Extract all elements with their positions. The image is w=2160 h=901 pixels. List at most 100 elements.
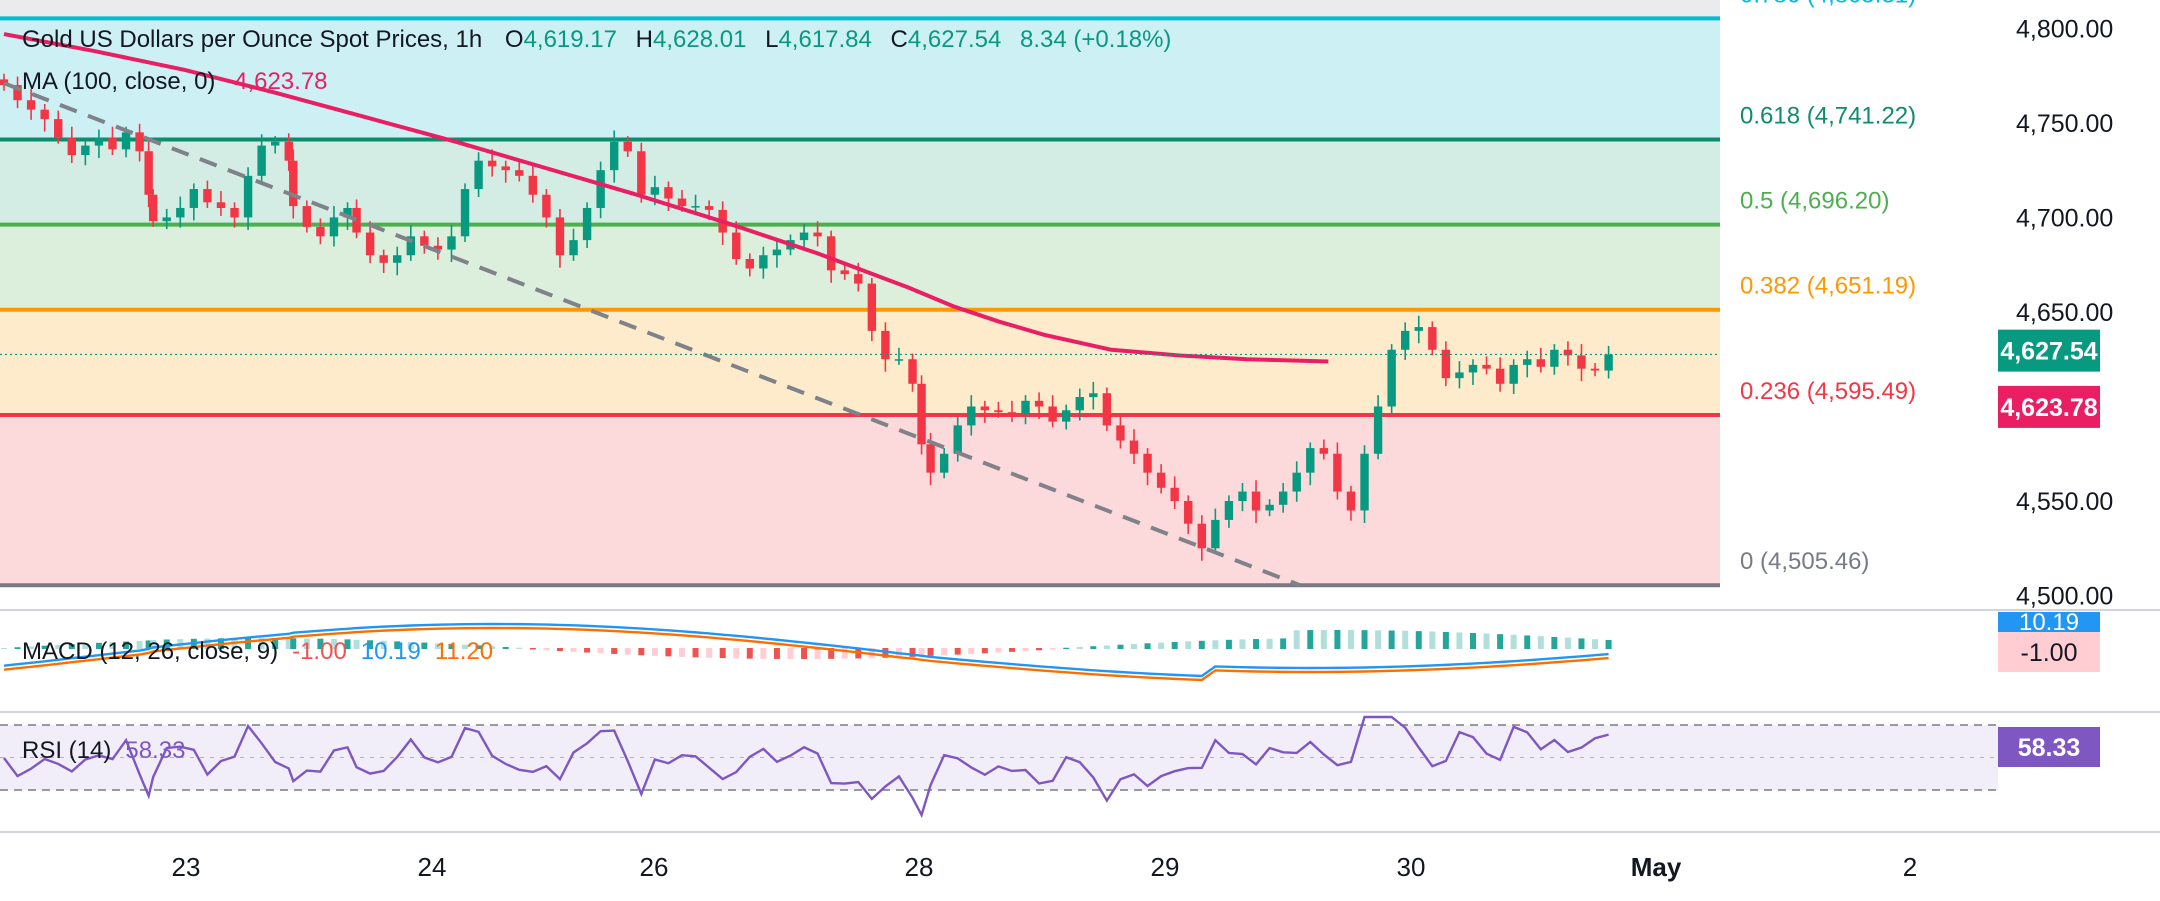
candle-body	[1319, 448, 1329, 454]
candle-body	[1251, 491, 1261, 511]
fib-label-1: 0.618 (4,741.22)	[1740, 102, 1916, 129]
macd-hist-bar	[1578, 638, 1585, 649]
x-tick-label: 28	[905, 852, 934, 882]
macd-badge-bg	[1998, 612, 2100, 632]
candle-body	[302, 206, 312, 227]
candle-body	[759, 255, 768, 269]
macd-hist-bar	[814, 648, 821, 659]
candle-body	[460, 189, 470, 237]
macd-hist-bar	[733, 648, 740, 659]
candle-body	[582, 207, 592, 241]
candle-body	[1021, 400, 1030, 415]
candle-body	[121, 132, 131, 150]
candle-body	[1170, 487, 1179, 502]
macd-hist-bar	[638, 648, 645, 656]
macd-hist-bar	[1361, 630, 1368, 649]
candle-body	[994, 410, 1003, 413]
price-badge-close-bg	[1998, 329, 2100, 372]
y-tick-label: 4,650.00	[2016, 299, 2113, 327]
macd-hist-bar	[1456, 632, 1463, 649]
macd-hist-bar	[1022, 648, 1029, 652]
candle-body	[1590, 368, 1600, 371]
candle-body	[1373, 406, 1383, 454]
candle-body	[1523, 359, 1532, 365]
candle-body	[953, 425, 962, 454]
macd-hist-bar	[570, 648, 577, 652]
candle-body	[1075, 397, 1084, 411]
macd-value: 10.19	[361, 638, 421, 665]
macd-hist-bar	[1, 648, 7, 649]
macd-hist-bar	[1076, 646, 1083, 649]
macd-hist-badge-bg	[1998, 632, 2100, 672]
macd-hist-bar	[475, 645, 482, 649]
candle-body	[1536, 359, 1545, 367]
ohlc-close: 4,627.54	[908, 26, 1001, 53]
candle-body	[1102, 393, 1112, 426]
macd-hist-bar	[1185, 641, 1192, 649]
candle-body	[406, 236, 415, 256]
macd-hist-bar	[1334, 630, 1341, 649]
macd-hist-bar	[1375, 630, 1382, 649]
macd-hist-bar	[1198, 640, 1205, 649]
candle-body	[1034, 400, 1044, 407]
macd-hist-bar	[367, 640, 374, 649]
candle-body	[677, 198, 687, 207]
fib-zone-top	[0, 0, 1720, 19]
macd-hist-bar	[1497, 634, 1504, 649]
candle-body	[664, 187, 673, 199]
ohlc-change: 8.34 (+0.18%)	[1020, 26, 1171, 53]
candle-body	[1184, 501, 1193, 524]
candle-body	[176, 207, 185, 218]
macd-hist-bar	[1103, 645, 1110, 649]
candle-body	[0, 79, 9, 86]
macd-hist-bar	[706, 648, 713, 658]
macd-hist-bar	[1470, 632, 1476, 649]
macd-hist-bar	[353, 639, 360, 649]
macd-hist-bar	[1131, 643, 1137, 649]
macd-hist-bar	[272, 638, 279, 649]
candle-body	[316, 226, 325, 237]
candle-body	[813, 232, 822, 237]
candle-body	[939, 453, 949, 473]
candle-body	[135, 132, 144, 152]
rsi-legend: RSI (14) 58.33	[22, 737, 185, 764]
candle-body	[1577, 355, 1586, 369]
y-tick-label: 4,750.00	[2016, 110, 2113, 138]
macd-hist-bar	[801, 648, 808, 659]
candle-body	[230, 207, 239, 218]
candle-body	[1197, 523, 1206, 549]
candle-body	[433, 245, 443, 250]
candle-body	[1116, 425, 1125, 441]
macd-hist-bar	[82, 643, 89, 649]
macd-hist-bar	[136, 640, 143, 649]
macd-hist-bar	[1402, 630, 1409, 649]
macd-hist-bar	[981, 648, 988, 654]
macd-hist-bar	[245, 638, 252, 649]
macd-hist-bar	[1564, 637, 1571, 649]
candle-body	[555, 217, 565, 256]
candle-body	[474, 160, 483, 190]
macd-hist-bar	[421, 642, 428, 649]
candle-body	[610, 141, 619, 171]
candle-body	[40, 109, 49, 120]
y-tick-label: 4,700.00	[2016, 204, 2113, 232]
x-tick-label: 30	[1397, 852, 1426, 882]
candle-body	[980, 406, 990, 411]
macd-hist-badge: -1.00	[2021, 639, 2078, 667]
candle-body	[881, 330, 890, 360]
macd-hist-value: -1.00	[292, 638, 347, 665]
candle-body	[894, 359, 904, 361]
candle-body	[420, 236, 429, 246]
macd-hist-bar	[679, 648, 685, 657]
macd-hist-bar	[1225, 639, 1232, 649]
signal-line	[3, 626, 1609, 682]
macd-hist-bar	[611, 648, 618, 654]
candle-body	[732, 232, 741, 260]
candle-body	[1509, 364, 1518, 384]
macd-hist-bar	[1483, 633, 1490, 649]
macd-hist-bar	[719, 648, 726, 659]
candle-body	[284, 141, 293, 161]
x-tick-label: 23	[172, 852, 201, 882]
macd-hist-bar	[1605, 639, 1612, 649]
